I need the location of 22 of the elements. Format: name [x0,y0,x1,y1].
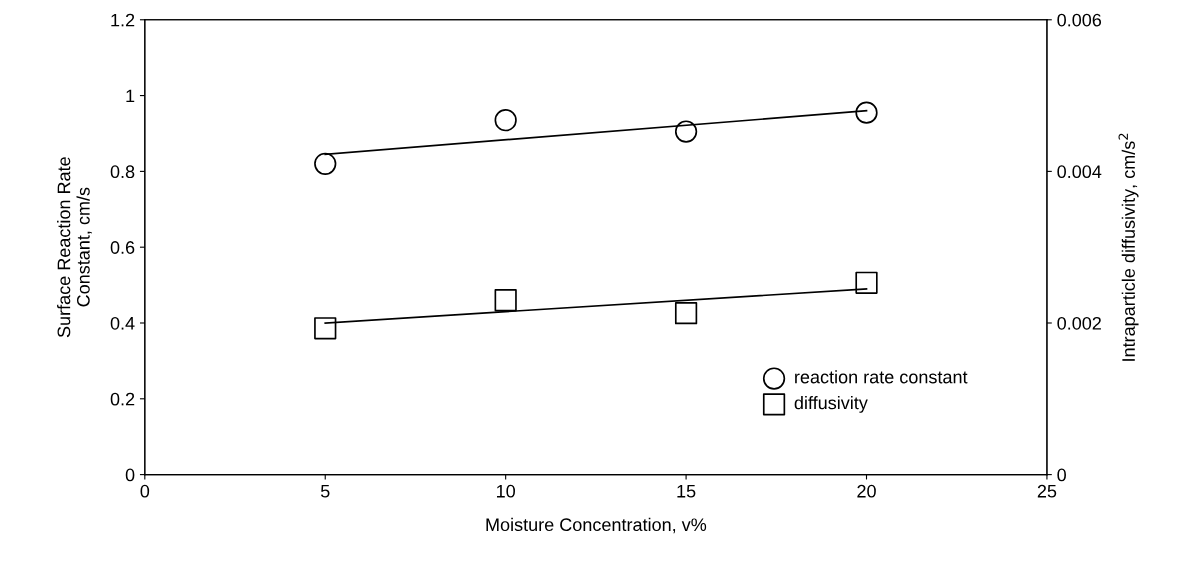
y-tick-label: 0.8 [110,165,135,179]
y-tick-label: 1.2 [111,13,135,27]
y-tick-label: 0.6 [110,241,135,254]
legend-label: reaction rate constant [795,370,968,384]
y2-tick-label: 0 [1057,468,1066,482]
y2-axis-title: Intraparticle diffusivity, cm/s$^{2}$ [1118,133,1139,361]
y-axis-title: Surface Reaction Rate Constant, cm/s [57,157,92,338]
y-tick-label: 0 [125,468,135,482]
x-tick-label: 5 [320,484,330,498]
legend-label: diffusivity [794,396,868,413]
y2-tick-label: 0.006 [1057,13,1102,27]
x-tick-label: 25 [1037,484,1057,498]
y2-tick-label: 0.004 [1057,165,1102,179]
y-tick-label: 0.4 [110,316,135,330]
y-tick-label: 1 [126,89,135,103]
x-tick-label: 0 [140,484,150,498]
x-tick-label: 15 [677,484,696,498]
y-tick-label: 0.2 [110,392,135,406]
x-tick-label: 10 [497,484,515,498]
x-tick-label: 20 [857,484,876,498]
y2-tick-label: 0.002 [1057,316,1101,330]
x-axis-title: Moisture Concentration, v% [486,517,707,534]
